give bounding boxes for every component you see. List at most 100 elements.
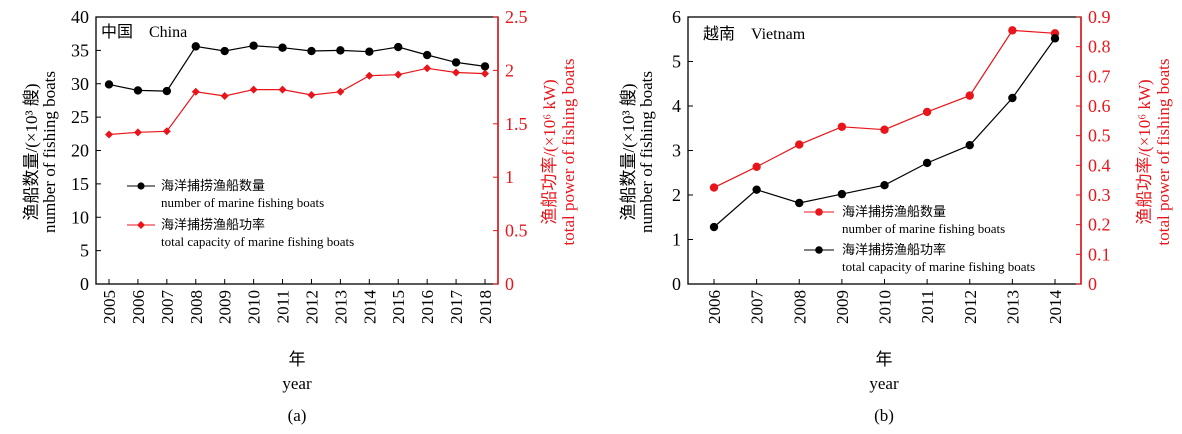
data-point bbox=[191, 42, 200, 51]
y-axis-title-right-en: total power of fishing boats bbox=[1154, 59, 1173, 246]
x-tick-label: 2011 bbox=[274, 290, 293, 323]
x-tick-label: 2009 bbox=[833, 290, 852, 324]
y-tick-label-right: 0.5 bbox=[1088, 126, 1111, 146]
y-tick-label-left: 35 bbox=[71, 40, 89, 60]
legend-label-en: total capacity of marine fishing boats bbox=[842, 259, 1035, 274]
x-tick-label: 2006 bbox=[129, 290, 148, 324]
legend-label-en: number of marine fishing boats bbox=[161, 195, 324, 210]
data-point bbox=[709, 183, 719, 192]
y-tick-label-left: 0 bbox=[80, 274, 89, 294]
y-tick-label-left: 4 bbox=[672, 96, 681, 116]
data-point bbox=[709, 222, 719, 232]
legend-label-en: total capacity of marine fishing boats bbox=[161, 234, 354, 249]
data-point bbox=[752, 162, 761, 172]
data-point bbox=[452, 68, 461, 77]
data-point bbox=[307, 46, 316, 56]
data-point bbox=[965, 140, 974, 150]
data-point bbox=[336, 87, 345, 96]
data-point bbox=[1008, 93, 1017, 103]
series-line-1 bbox=[108, 67, 486, 136]
legend-item-boat-power: 海洋捕捞渔船功率 total capacity of marine fishin… bbox=[127, 217, 354, 249]
series-line-0 bbox=[713, 29, 1056, 189]
panel-label: (a) bbox=[288, 406, 307, 425]
legend-label-cn: 海洋捕捞渔船功率 bbox=[842, 242, 946, 257]
x-tick-label: 2016 bbox=[418, 290, 437, 324]
x-tick-label: 2006 bbox=[705, 290, 724, 324]
data-point bbox=[278, 43, 287, 52]
x-tick-label: 2012 bbox=[302, 290, 321, 324]
y-tick-label-right: 0.8 bbox=[1088, 37, 1111, 57]
data-point bbox=[220, 92, 229, 101]
x-tick-label: 2011 bbox=[918, 290, 937, 323]
y-tick-label-right: 1 bbox=[505, 167, 514, 187]
x-axis-title-en: year bbox=[869, 374, 899, 393]
data-point bbox=[922, 107, 932, 117]
series-markers bbox=[104, 41, 490, 139]
data-point bbox=[307, 90, 316, 99]
legend-item-boat-count: 海洋捕捞渔船数量 number of marine fishing boats bbox=[804, 204, 1005, 236]
x-tick-label: 2010 bbox=[876, 290, 895, 324]
tick-group: 0 1 2 3 4 5 6 0 0.1 0.2 0.3 0.4 0.5 0.6 0.7 0.8 0.9 2006 2… bbox=[672, 7, 1111, 324]
data-point bbox=[880, 125, 889, 134]
legend-marker bbox=[137, 182, 145, 190]
legend-marker bbox=[815, 246, 823, 254]
data-point bbox=[922, 158, 932, 168]
x-tick-label: 2012 bbox=[961, 290, 980, 324]
data-point bbox=[422, 50, 432, 60]
legend-item-boat-count: 海洋捕捞渔船数量 number of marine fishing boats bbox=[127, 178, 324, 210]
data-point bbox=[365, 47, 374, 56]
data-point bbox=[880, 181, 889, 190]
y-tick-label-right: 0.9 bbox=[1088, 7, 1111, 27]
series-markers bbox=[709, 26, 1060, 232]
data-point bbox=[191, 87, 200, 96]
y-tick-label-left: 10 bbox=[71, 207, 89, 227]
y-tick-label-right: 0 bbox=[505, 274, 514, 294]
data-point bbox=[162, 127, 171, 136]
y-tick-label-left: 20 bbox=[71, 141, 89, 161]
x-tick-label: 2015 bbox=[389, 290, 408, 324]
x-tick-label: 2010 bbox=[245, 290, 264, 324]
x-tick-label: 2017 bbox=[447, 290, 466, 325]
y-tick-label-left: 0 bbox=[672, 274, 681, 294]
x-tick-label: 2013 bbox=[331, 290, 350, 324]
data-point bbox=[133, 128, 142, 137]
legend-label-en: number of marine fishing boats bbox=[842, 221, 1005, 236]
y-axis-title-left-cn: 渔船数量/(×10³ 艘) bbox=[22, 84, 41, 221]
legend-label-cn: 海洋捕捞渔船数量 bbox=[161, 178, 265, 193]
y-tick-label-left: 3 bbox=[672, 141, 681, 161]
x-axis-title-cn: 年 bbox=[876, 350, 893, 369]
y-tick-label-right: 0.6 bbox=[1088, 96, 1111, 116]
legend: 海洋捕捞渔船数量 number of marine fishing boats … bbox=[127, 178, 354, 249]
legend-marker bbox=[815, 208, 823, 216]
y-tick-label-left: 40 bbox=[71, 7, 89, 27]
data-point bbox=[220, 46, 229, 56]
tick-group: 0 5 10 15 20 25 30 35 40 0 0.5 1 1.5 2 2.5 2005 2006 2007… bbox=[71, 7, 528, 324]
data-point bbox=[795, 140, 804, 149]
data-point bbox=[278, 85, 287, 94]
x-tick-label: 2007 bbox=[748, 290, 767, 325]
data-point bbox=[1008, 26, 1017, 35]
series-line-0 bbox=[108, 45, 486, 92]
x-tick-label: 2013 bbox=[1003, 290, 1022, 324]
y-tick-label-left: 6 bbox=[672, 7, 681, 27]
x-tick-label: 2014 bbox=[1046, 290, 1065, 325]
y-tick-label-right: 0.7 bbox=[1088, 66, 1111, 86]
y-tick-label-right: 2 bbox=[505, 60, 514, 80]
legend-item-boat-power: 海洋捕捞渔船功率 total capacity of marine fishin… bbox=[804, 242, 1035, 274]
chart-panel-b: 0 1 2 3 4 5 6 0 0.1 0.2 0.3 0.4 0.5 0.6 0.7 0.8 0.9 2006 2… bbox=[619, 7, 1173, 425]
data-point bbox=[837, 189, 847, 199]
data-point bbox=[104, 80, 114, 89]
x-tick-label: 2007 bbox=[158, 290, 177, 325]
x-tick-label: 2008 bbox=[790, 290, 809, 324]
data-point bbox=[365, 71, 374, 80]
data-point bbox=[162, 86, 172, 96]
y-tick-label-right: 1.5 bbox=[505, 114, 528, 134]
y-tick-label-left: 5 bbox=[80, 241, 89, 261]
y-axis-title-right-en: total power of fishing boats bbox=[559, 59, 578, 246]
y-tick-label-right: 2.5 bbox=[505, 7, 528, 27]
y-axis-title-right-cn: 渔船功率/(×10⁶ kW) bbox=[1135, 79, 1154, 224]
data-point bbox=[133, 86, 143, 95]
data-point bbox=[752, 185, 761, 194]
series-lines bbox=[108, 45, 486, 136]
